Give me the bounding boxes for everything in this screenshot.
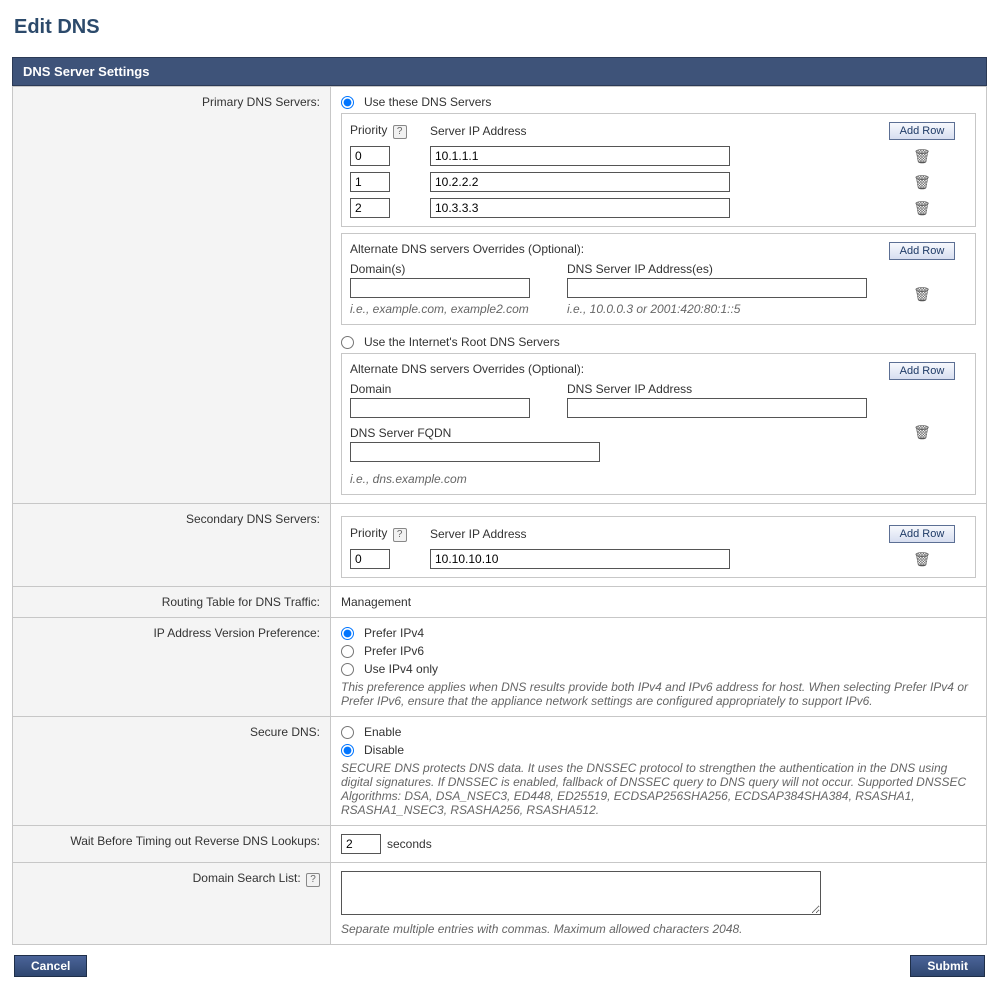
- server-ip-input[interactable]: [430, 172, 730, 192]
- timeout-unit: seconds: [387, 837, 432, 851]
- label-secure-dns: Secure DNS:: [13, 717, 331, 826]
- delete-row-icon[interactable]: 🗑: [913, 551, 931, 568]
- secondary-dns-cell: Priority ? Server IP Address Add Row 🗑: [331, 504, 987, 587]
- add-row-button[interactable]: Add Row: [889, 122, 956, 140]
- radio-ipv4-only-label: Use IPv4 only: [364, 662, 438, 676]
- alt2-ip-header: DNS Server IP Address: [567, 382, 867, 396]
- page-title: Edit DNS: [14, 16, 987, 39]
- label-ip-pref: IP Address Version Preference:: [13, 618, 331, 717]
- col-server-header: Server IP Address: [430, 527, 867, 541]
- radio-prefer-ipv4[interactable]: [341, 627, 354, 640]
- alt-overrides-2: Alternate DNS servers Overrides (Optiona…: [341, 353, 976, 495]
- server-ip-input[interactable]: [430, 549, 730, 569]
- priority-input[interactable]: [350, 146, 390, 166]
- secure-dns-hint: SECURE DNS protects DNS data. It uses th…: [341, 761, 976, 817]
- priority-input[interactable]: [350, 172, 390, 192]
- alt2-fqdn-header: DNS Server FQDN: [350, 426, 867, 440]
- alt2-fqdn-input[interactable]: [350, 442, 600, 462]
- delete-row-icon[interactable]: 🗑: [913, 174, 931, 191]
- delete-row-icon[interactable]: 🗑: [913, 148, 931, 165]
- server-ip-input[interactable]: [430, 146, 730, 166]
- submit-button[interactable]: Submit: [910, 955, 985, 977]
- radio-secure-disable-label: Disable: [364, 743, 404, 757]
- col-priority-header: Priority: [350, 123, 387, 137]
- primary-dns-row: 🗑: [350, 172, 967, 192]
- radio-secure-enable[interactable]: [341, 726, 354, 739]
- radio-secure-disable[interactable]: [341, 744, 354, 757]
- alt2-domain-input[interactable]: [350, 398, 530, 418]
- alt1-domain-hint: i.e., example.com, example2.com: [350, 302, 547, 316]
- domain-search-hint: Separate multiple entries with commas. M…: [341, 922, 976, 936]
- radio-prefer-ipv4-label: Prefer IPv4: [364, 626, 424, 640]
- add-row-button[interactable]: Add Row: [889, 362, 956, 380]
- radio-root-dns[interactable]: [341, 336, 354, 349]
- alt1-ip-input[interactable]: [567, 278, 867, 298]
- primary-dns-table: Priority ? Server IP Address Add Row �: [341, 113, 976, 227]
- radio-ipv4-only[interactable]: [341, 663, 354, 676]
- label-domain-search: Domain Search List: ?: [13, 863, 331, 945]
- help-icon[interactable]: ?: [306, 873, 320, 887]
- add-row-button[interactable]: Add Row: [889, 525, 956, 543]
- label-timeout: Wait Before Timing out Reverse DNS Looku…: [13, 826, 331, 863]
- primary-dns-row: 🗑: [350, 198, 967, 218]
- radio-use-these-dns[interactable]: [341, 96, 354, 109]
- cancel-button[interactable]: Cancel: [14, 955, 87, 977]
- delete-row-icon[interactable]: 🗑: [913, 286, 931, 303]
- help-icon[interactable]: ?: [393, 125, 407, 139]
- ip-pref-cell: Prefer IPv4 Prefer IPv6 Use IPv4 only Th…: [331, 618, 987, 717]
- priority-input[interactable]: [350, 198, 390, 218]
- alt1-ip-hint: i.e., 10.0.0.3 or 2001:420:80:1::5: [567, 302, 867, 316]
- delete-row-icon[interactable]: 🗑: [913, 424, 931, 441]
- radio-prefer-ipv6[interactable]: [341, 645, 354, 658]
- alt1-domain-header: Domain(s): [350, 262, 547, 276]
- alt2-fqdn-hint: i.e., dns.example.com: [350, 472, 867, 486]
- domain-search-input[interactable]: [341, 871, 821, 915]
- alt1-domain-input[interactable]: [350, 278, 530, 298]
- routing-value: Management: [331, 587, 987, 618]
- radio-use-these-dns-label: Use these DNS Servers: [364, 95, 491, 109]
- alt1-title: Alternate DNS servers Overrides (Optiona…: [350, 242, 867, 256]
- radio-secure-enable-label: Enable: [364, 725, 401, 739]
- alt1-ip-header: DNS Server IP Address(es): [567, 262, 867, 276]
- radio-prefer-ipv6-label: Prefer IPv6: [364, 644, 424, 658]
- secondary-dns-row: 🗑: [350, 549, 967, 569]
- col-priority-header: Priority: [350, 526, 387, 540]
- radio-root-dns-label: Use the Internet's Root DNS Servers: [364, 335, 560, 349]
- delete-row-icon[interactable]: 🗑: [913, 200, 931, 217]
- section-header: DNS Server Settings: [12, 57, 987, 86]
- dns-settings-form: Primary DNS Servers: Use these DNS Serve…: [12, 86, 987, 945]
- alt2-ip-input[interactable]: [567, 398, 867, 418]
- alt2-domain-header: Domain: [350, 382, 547, 396]
- secure-dns-cell: Enable Disable SECURE DNS protects DNS d…: [331, 717, 987, 826]
- footer-buttons: Cancel Submit: [12, 955, 987, 977]
- add-row-button[interactable]: Add Row: [889, 242, 956, 260]
- primary-dns-cell: Use these DNS Servers Priority ? Server …: [331, 87, 987, 504]
- timeout-input[interactable]: [341, 834, 381, 854]
- col-server-header: Server IP Address: [430, 124, 867, 138]
- alt2-title: Alternate DNS servers Overrides (Optiona…: [350, 362, 867, 376]
- ip-pref-hint: This preference applies when DNS results…: [341, 680, 976, 708]
- alt-overrides-1: Alternate DNS servers Overrides (Optiona…: [341, 233, 976, 325]
- domain-search-cell: Separate multiple entries with commas. M…: [331, 863, 987, 945]
- label-primary-dns: Primary DNS Servers:: [13, 87, 331, 504]
- priority-input[interactable]: [350, 549, 390, 569]
- secondary-dns-table: Priority ? Server IP Address Add Row 🗑: [341, 516, 976, 578]
- label-routing: Routing Table for DNS Traffic:: [13, 587, 331, 618]
- label-secondary-dns: Secondary DNS Servers:: [13, 504, 331, 587]
- server-ip-input[interactable]: [430, 198, 730, 218]
- help-icon[interactable]: ?: [393, 528, 407, 542]
- timeout-cell: seconds: [331, 826, 987, 863]
- primary-dns-row: 🗑: [350, 146, 967, 166]
